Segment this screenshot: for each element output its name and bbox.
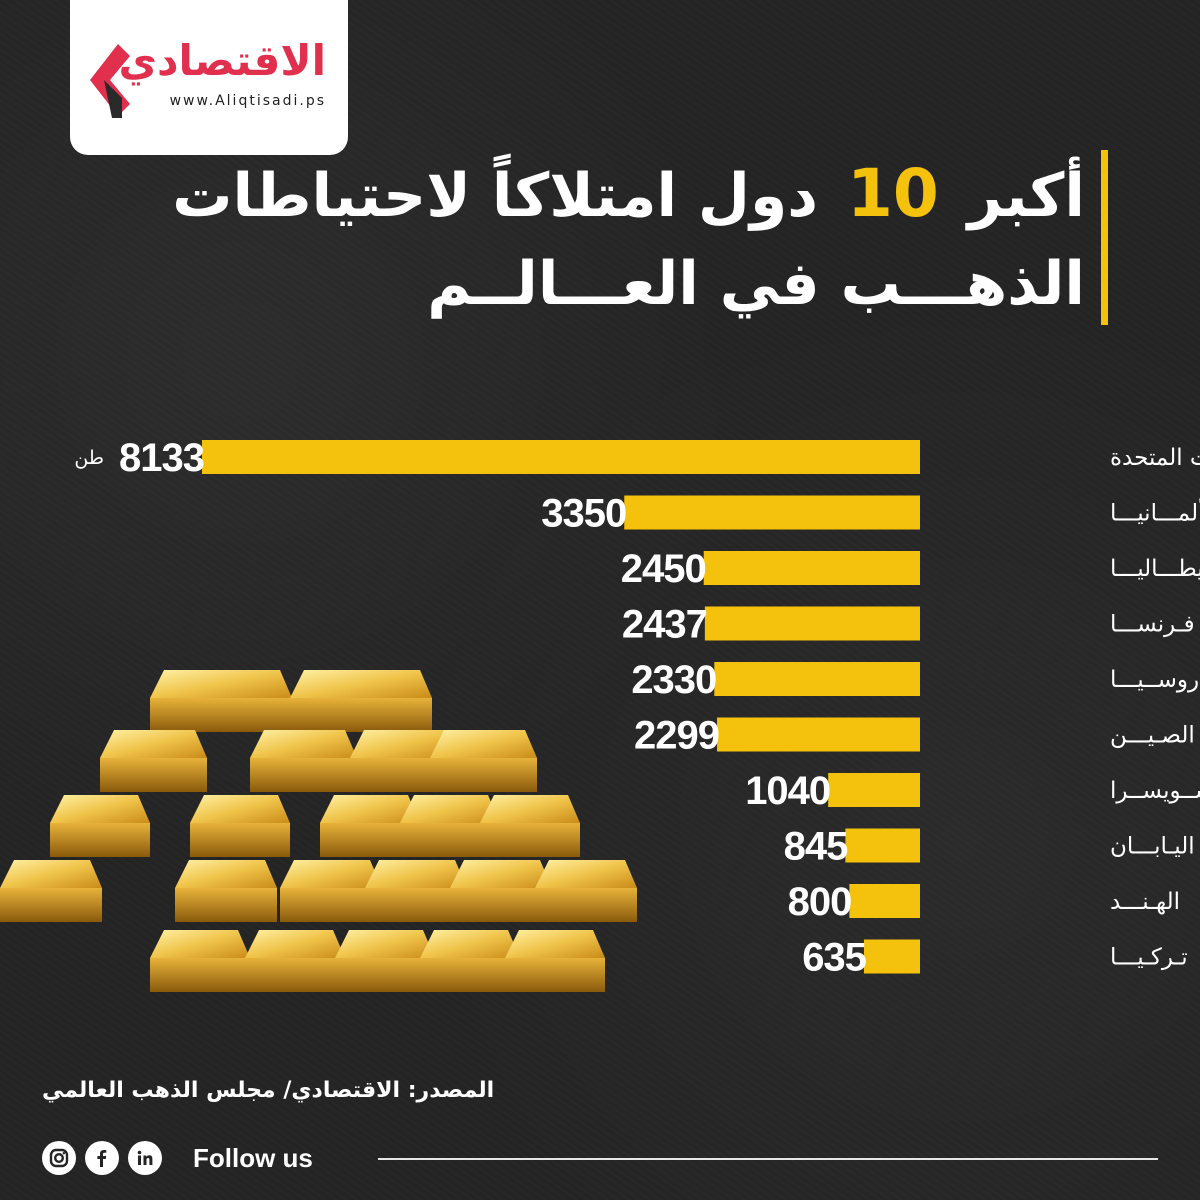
- bar: [717, 717, 920, 752]
- gold-bar-icon: [190, 795, 290, 857]
- value-label: 8133: [119, 436, 204, 480]
- brand-logo-icon: [90, 44, 130, 118]
- bar-row: ســويســرا 1040: [745, 769, 1200, 813]
- bar: [849, 884, 920, 918]
- value-label: 635: [802, 936, 866, 980]
- gold-bar-icon: [150, 930, 250, 992]
- gold-bar-icon: [50, 795, 150, 857]
- gold-bar-icon: [0, 860, 102, 922]
- gold-bar-icon: [250, 730, 357, 792]
- bar-row: تـركـيـــا 635: [802, 936, 1187, 980]
- value-label: 800: [788, 880, 852, 924]
- category-label: الهـنـــد: [1110, 889, 1180, 915]
- linkedin-icon[interactable]: [128, 1141, 162, 1175]
- category-label: فـرنســـا: [1110, 612, 1195, 638]
- gold-bar-icon: [245, 930, 345, 992]
- bar: [845, 828, 920, 863]
- gold-bar-icon: [505, 930, 605, 992]
- bar-row: ألمـــانيـــا 3350: [541, 492, 1200, 536]
- bar: [202, 440, 920, 474]
- brand-name: الاقتصادي: [118, 36, 326, 85]
- gold-bar-icon: [480, 795, 580, 857]
- category-label: روســيـــا: [1110, 667, 1199, 693]
- logo-card: الاقتصادي www.Aliqtisadi.ps: [70, 0, 348, 155]
- bar: [714, 662, 920, 696]
- title-number: 10: [846, 155, 939, 232]
- gold-bars-illustration: [0, 670, 637, 992]
- social-links: Follow us: [42, 1136, 313, 1180]
- follow-us-label: Follow us: [193, 1142, 313, 1173]
- bar: [624, 495, 920, 530]
- page-title: أكبر 10 دول امتلاكاً لاحتياطات الذهـــب …: [125, 150, 1085, 328]
- gold-bar-icon: [290, 670, 432, 732]
- category-label: الصـيـــن: [1110, 723, 1195, 749]
- category-label: ســويســرا: [1110, 778, 1200, 804]
- gold-bar-icon: [150, 670, 292, 732]
- category-label: تـركـيـــا: [1110, 945, 1188, 971]
- category-label: اليـابـــان: [1110, 834, 1195, 860]
- value-label: 2450: [621, 547, 706, 591]
- facebook-icon[interactable]: [85, 1141, 119, 1175]
- unit-label: طن: [74, 447, 104, 469]
- bar-row: الصـيـــن 2299: [634, 714, 1195, 758]
- bar: [703, 551, 920, 585]
- value-label: 1040: [745, 769, 830, 813]
- title-line-1: أكبر 10 دول امتلاكاً لاحتياطات: [125, 150, 1085, 240]
- value-label: 3350: [541, 492, 626, 536]
- value-label: 845: [784, 825, 848, 869]
- bar: [704, 606, 920, 641]
- bar: [863, 939, 920, 974]
- title-line-2: الذهـــب في العـــالــم: [427, 249, 1085, 319]
- value-label: 2330: [631, 658, 716, 702]
- bar: [828, 773, 920, 807]
- bar-row: الهـنـــد 800: [788, 880, 1180, 924]
- gold-bar-icon: [335, 930, 435, 992]
- title-part-2: دول امتلاكاً لاحتياطات: [172, 161, 819, 231]
- bar-row: إيطـــاليـــا 2450: [621, 547, 1200, 591]
- gold-bar-icon: [175, 860, 277, 922]
- title-part-1: أكبر: [967, 161, 1085, 231]
- category-label: إيطـــاليـــا: [1110, 556, 1200, 582]
- instagram-icon[interactable]: [42, 1141, 76, 1175]
- value-label: 2299: [634, 714, 719, 758]
- title-accent-bar: [1101, 150, 1108, 325]
- gold-bar-icon: [100, 730, 207, 792]
- bar-row: اليـابـــان 845: [784, 825, 1195, 869]
- brand-url: www.Aliqtisadi.ps: [169, 93, 326, 109]
- bar-row: الولايات المتحدة 8133 طن: [74, 436, 1200, 480]
- bar-row: روســيـــا 2330: [631, 658, 1199, 702]
- gold-bar-icon: [430, 730, 537, 792]
- gold-bar-icon: [535, 860, 637, 922]
- footer-divider: [378, 1158, 1158, 1160]
- category-label: ألمـــانيـــا: [1110, 498, 1200, 527]
- bar-row: فـرنســـا 2437: [622, 603, 1195, 647]
- gold-bar-icon: [420, 930, 520, 992]
- value-label: 2437: [622, 603, 707, 647]
- category-label: الولايات المتحدة: [1110, 445, 1200, 471]
- source-note: المصدر: الاقتصادي/ مجلس الذهب العالمي: [42, 1078, 495, 1103]
